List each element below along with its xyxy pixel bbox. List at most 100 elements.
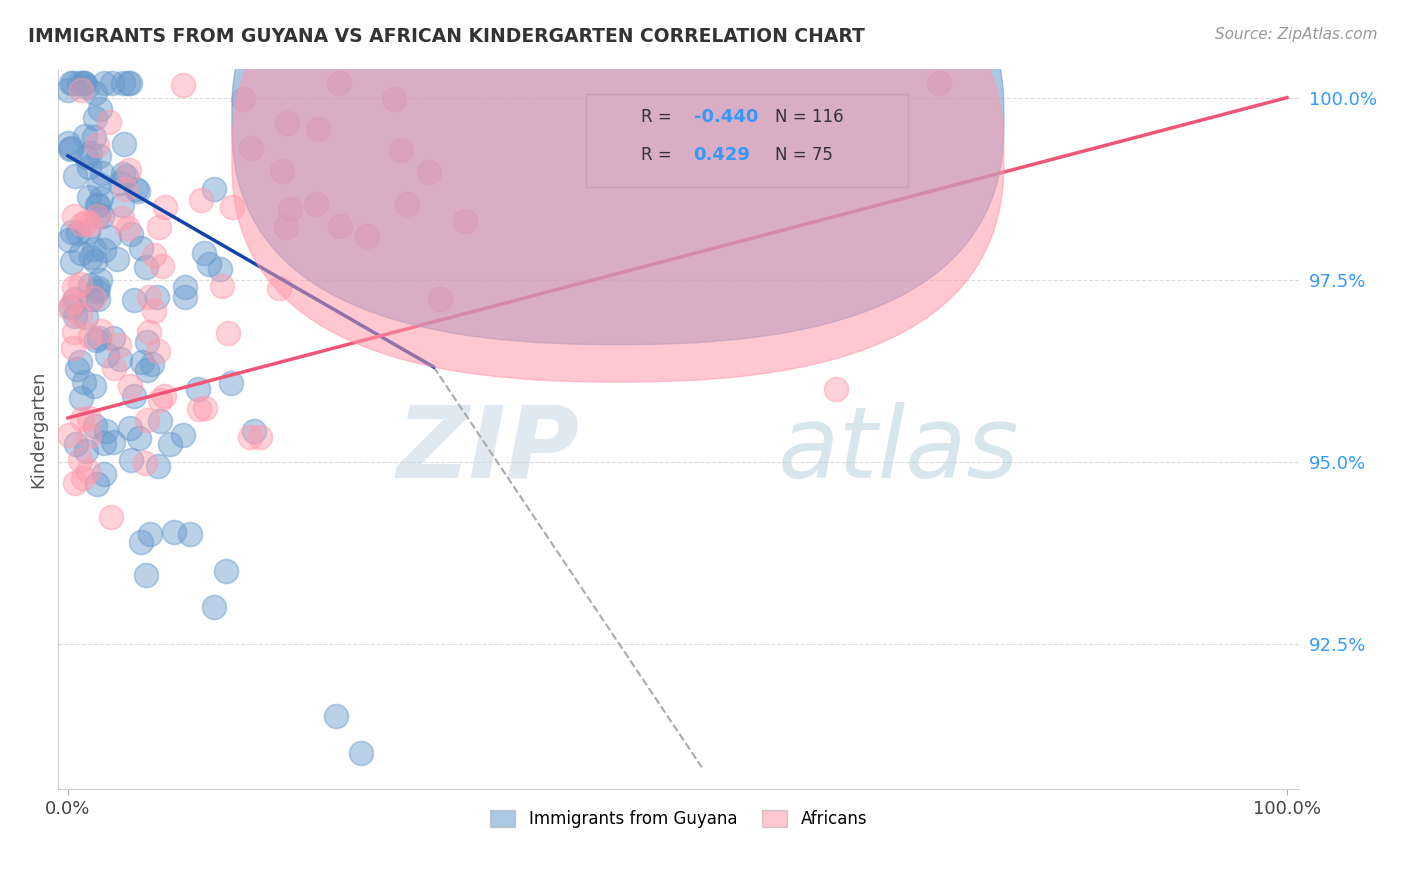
Point (328, 76, 350, 90)
Point (62, 294, 84, 309)
Point (69, 277, 91, 291)
Point (75, 150, 97, 164)
Point (70, 218, 93, 232)
Point (141, 357, 163, 371)
Point (110, 176, 132, 190)
Text: N = 116: N = 116 (776, 108, 844, 126)
Point (135, 413, 157, 427)
Point (391, 143, 413, 157)
Point (83, 112, 105, 126)
Point (202, 182, 225, 196)
Point (79, 278, 101, 293)
Point (87, 177, 110, 191)
Point (146, 459, 169, 474)
Point (111, 167, 134, 181)
Point (100, 509, 122, 524)
Point (143, 304, 166, 318)
Point (179, 527, 201, 541)
Point (120, 227, 142, 241)
Text: -0.440: -0.440 (693, 108, 758, 126)
Point (153, 389, 176, 403)
Point (84, 333, 107, 347)
Point (148, 344, 170, 359)
Point (75, 129, 97, 144)
Point (63, 209, 86, 223)
Point (174, 290, 197, 304)
Point (87, 198, 110, 212)
Point (129, 242, 152, 256)
FancyBboxPatch shape (232, 0, 1004, 344)
Point (66, 226, 89, 240)
Point (86, 284, 108, 298)
Point (128, 431, 150, 445)
Point (84, 86, 107, 100)
Point (96, 348, 118, 362)
Point (138, 326, 160, 340)
Point (155, 200, 177, 214)
Point (101, 331, 124, 345)
Point (83, 291, 105, 305)
Point (86, 138, 108, 153)
Point (90, 190, 112, 204)
Point (79, 329, 101, 343)
Point (127, 184, 149, 198)
Point (56, 83, 79, 97)
Point (93, 243, 115, 257)
Point (73, 76, 96, 90)
Point (73, 76, 96, 90)
Point (60, 76, 83, 90)
Point (396, 197, 419, 211)
Point (63, 292, 86, 306)
Point (239, 429, 262, 443)
Point (63, 309, 86, 323)
Point (87, 208, 110, 222)
Point (117, 220, 139, 235)
Text: ZIP: ZIP (396, 402, 579, 499)
Point (114, 182, 136, 196)
Point (60, 226, 83, 240)
Point (138, 290, 160, 304)
Point (93, 467, 115, 482)
Point (118, 163, 141, 178)
Point (269, 281, 291, 295)
Point (138, 526, 160, 541)
Point (159, 436, 181, 450)
Point (90, 166, 112, 180)
Point (80, 250, 103, 264)
Point (453, 214, 475, 228)
Point (63, 280, 86, 294)
Point (79, 146, 101, 161)
Point (145, 290, 167, 304)
Point (79, 411, 101, 425)
Point (83, 379, 105, 393)
Point (76, 79, 98, 94)
Point (60, 255, 83, 269)
Point (112, 76, 135, 90)
Point (124, 181, 146, 195)
Text: R =: R = (641, 108, 678, 126)
Point (429, 292, 451, 306)
Point (163, 525, 186, 540)
Point (108, 351, 131, 366)
Point (276, 115, 298, 129)
Point (79, 292, 101, 306)
Point (136, 362, 159, 376)
Point (173, 280, 195, 294)
Point (134, 456, 156, 470)
Point (63, 475, 86, 490)
Point (89, 331, 111, 345)
Point (190, 194, 212, 208)
Point (58, 301, 80, 316)
Point (79, 190, 101, 204)
Point (111, 197, 134, 211)
Point (75, 443, 97, 458)
Point (90, 324, 112, 338)
Point (86, 209, 108, 223)
Point (69, 246, 91, 260)
Point (135, 260, 157, 275)
Point (148, 220, 170, 235)
Point (928, 76, 950, 90)
Point (243, 424, 266, 438)
Point (72, 76, 94, 90)
Point (249, 430, 271, 444)
